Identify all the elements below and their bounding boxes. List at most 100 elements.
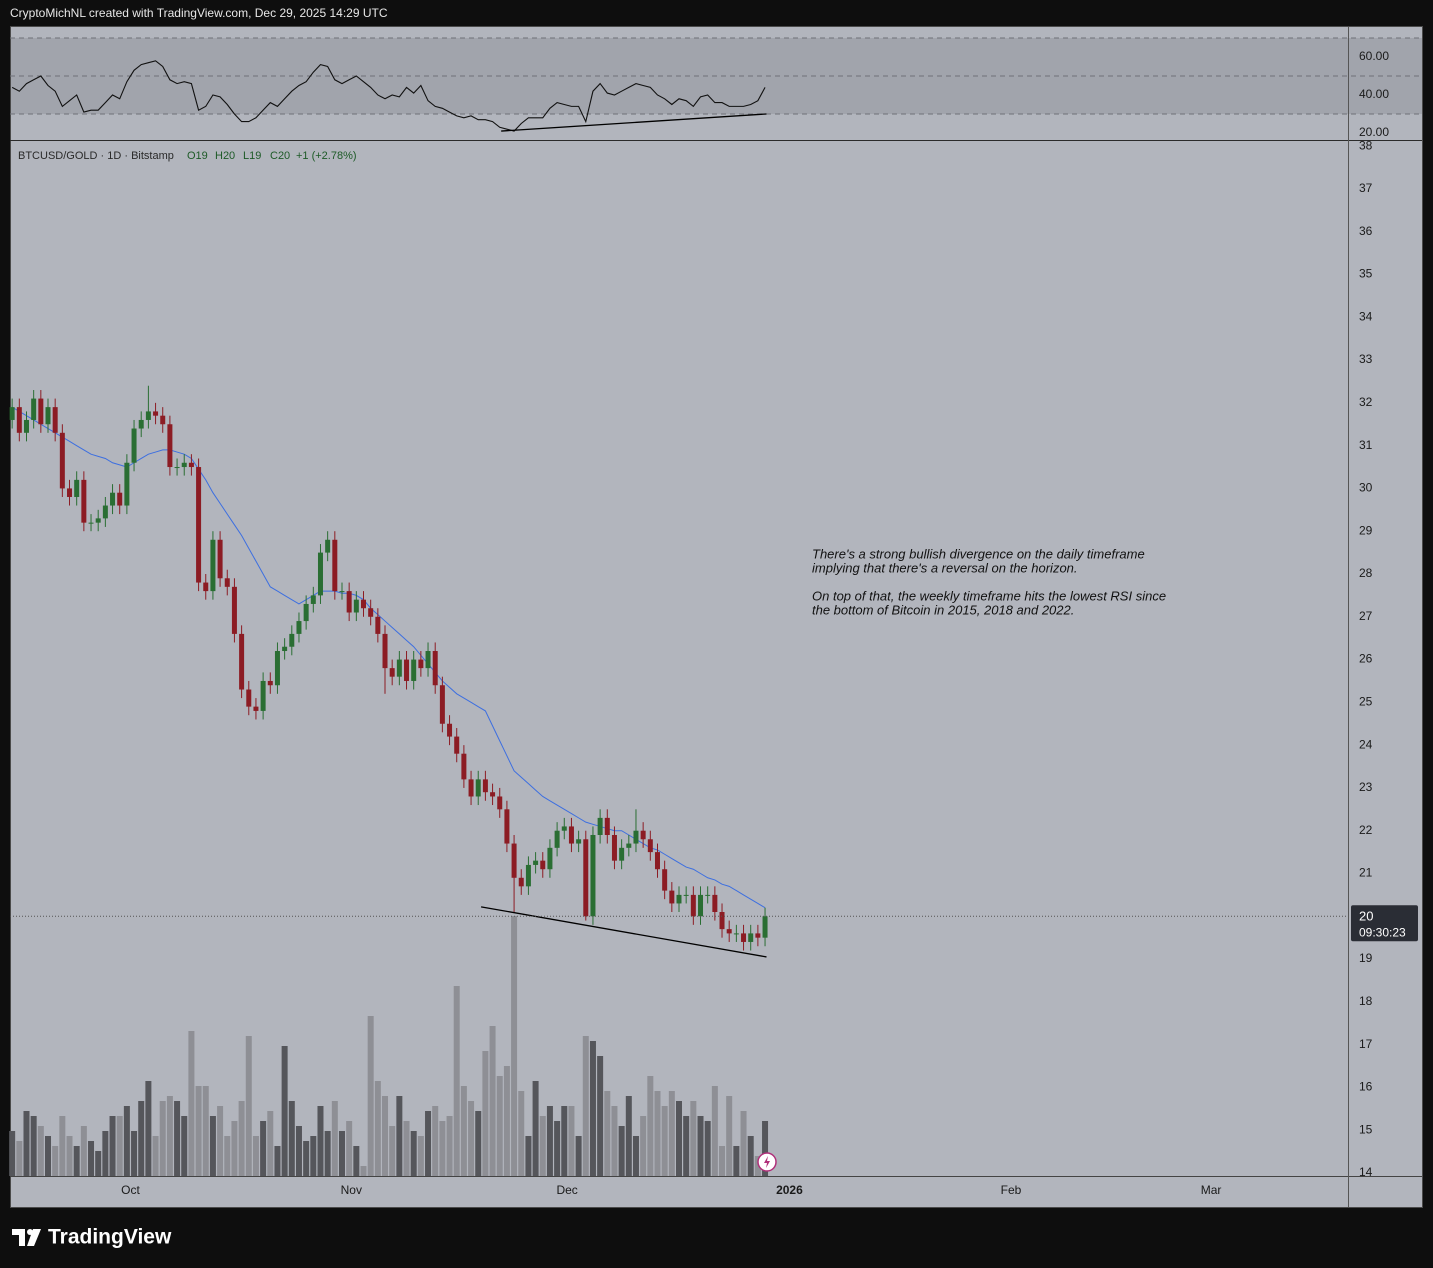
candle-body: [475, 779, 481, 797]
volume-bar: [131, 1131, 138, 1176]
candle-body: [418, 659, 424, 669]
annotation-text: On top of that, the weekly timeframe hit…: [812, 588, 1166, 603]
volume-bar: [690, 1101, 697, 1176]
y-tick-label: 30: [1359, 481, 1373, 495]
y-tick-label: 14: [1359, 1165, 1373, 1179]
x-tick-label: 2026: [776, 1183, 803, 1197]
volume-bar: [661, 1106, 668, 1176]
candle-body: [167, 424, 173, 468]
candle-body: [145, 411, 151, 420]
x-tick-label: Dec: [556, 1183, 577, 1197]
candle-body: [554, 830, 560, 848]
candle-body: [102, 505, 108, 519]
volume-bar: [403, 1121, 410, 1176]
volume-bar: [245, 1036, 252, 1176]
candle-body: [611, 834, 617, 861]
volume-bar: [489, 1026, 496, 1176]
legend-value: H20: [215, 150, 235, 162]
candle-body: [432, 651, 438, 686]
volume-bar: [604, 1091, 611, 1176]
y-tick-label: 36: [1359, 224, 1373, 238]
brand-logo: [12, 1229, 41, 1246]
candle-body: [583, 839, 589, 917]
y-tick-label: 38: [1359, 138, 1373, 152]
legend-symbol: BTCUSD/GOLD · 1D · Bitstamp: [18, 150, 174, 162]
y-tick-label: 23: [1359, 780, 1373, 794]
volume-bar: [238, 1101, 245, 1176]
volume-bar: [668, 1091, 675, 1176]
x-tick-label: Nov: [341, 1183, 362, 1197]
volume-bar: [482, 1051, 489, 1176]
candle-body: [411, 659, 417, 681]
volume-bar: [740, 1111, 747, 1176]
volume-bar: [568, 1106, 575, 1176]
volume-bar: [518, 1091, 525, 1176]
y-tick-label: 19: [1359, 951, 1373, 965]
candle-body: [124, 462, 130, 506]
y-tick-label: 29: [1359, 523, 1373, 537]
candle-body: [16, 407, 22, 433]
candle-body: [568, 826, 574, 844]
volume-bar: [23, 1111, 30, 1176]
volume-bar: [417, 1136, 424, 1176]
volume-bar: [654, 1091, 661, 1176]
candle-body: [9, 407, 15, 420]
volume-bar: [9, 1131, 16, 1176]
annotation-text: the bottom of Bitcoin in 2015, 2018 and …: [812, 602, 1074, 617]
candle-body: [755, 933, 761, 938]
volume-bar: [539, 1116, 546, 1176]
candle-body: [282, 646, 288, 652]
volume-bar: [260, 1121, 267, 1176]
candle-body: [303, 603, 309, 622]
candle-body: [188, 462, 194, 468]
candle-body: [67, 488, 73, 497]
candle-body: [88, 522, 94, 524]
candle-body: [231, 586, 237, 634]
volume-bar: [217, 1106, 224, 1176]
volume-bar: [73, 1146, 80, 1176]
candle-body: [52, 407, 58, 433]
x-tick-label: Mar: [1201, 1183, 1222, 1197]
volume-bar: [80, 1126, 87, 1176]
moving-average: [11, 406, 766, 909]
volume-bar: [676, 1101, 682, 1176]
candle-body: [317, 552, 323, 596]
candle-body: [626, 843, 632, 848]
candle-body: [454, 736, 460, 754]
candle-body: [74, 479, 80, 497]
volume-bar: [575, 1136, 582, 1176]
candle-body: [31, 398, 37, 420]
candle-body: [461, 753, 467, 780]
volume-bar: [274, 1146, 281, 1176]
volume-bar: [174, 1101, 181, 1176]
volume-bar: [123, 1106, 130, 1176]
volume-bar: [360, 1166, 367, 1176]
candle-body: [525, 864, 531, 887]
volume-bar: [611, 1106, 618, 1176]
volume-bar: [324, 1131, 331, 1176]
legend-value: L19: [243, 150, 261, 162]
candle-body: [640, 830, 646, 840]
candle-body: [160, 415, 166, 425]
candle-body: [181, 462, 187, 468]
volume-bar: [410, 1131, 417, 1176]
candle-body: [561, 826, 567, 831]
volume-bar: [446, 1116, 453, 1176]
candle-body: [339, 591, 345, 593]
volume-bar: [152, 1136, 159, 1176]
candle-body: [482, 779, 488, 793]
volume-bar: [52, 1146, 59, 1176]
candle-body: [504, 809, 510, 844]
volume-bar: [181, 1116, 188, 1176]
y-tick-label: 35: [1359, 267, 1373, 281]
brand-name: TradingView: [48, 1226, 172, 1249]
volume-bar: [353, 1146, 360, 1176]
y-tick-label: 28: [1359, 566, 1373, 580]
candle-body: [296, 621, 302, 634]
volume-bar: [561, 1106, 568, 1176]
y-tick-label: 17: [1359, 1037, 1373, 1051]
candle-body: [45, 407, 51, 425]
candle-body: [662, 869, 668, 891]
candle-body: [138, 419, 144, 429]
